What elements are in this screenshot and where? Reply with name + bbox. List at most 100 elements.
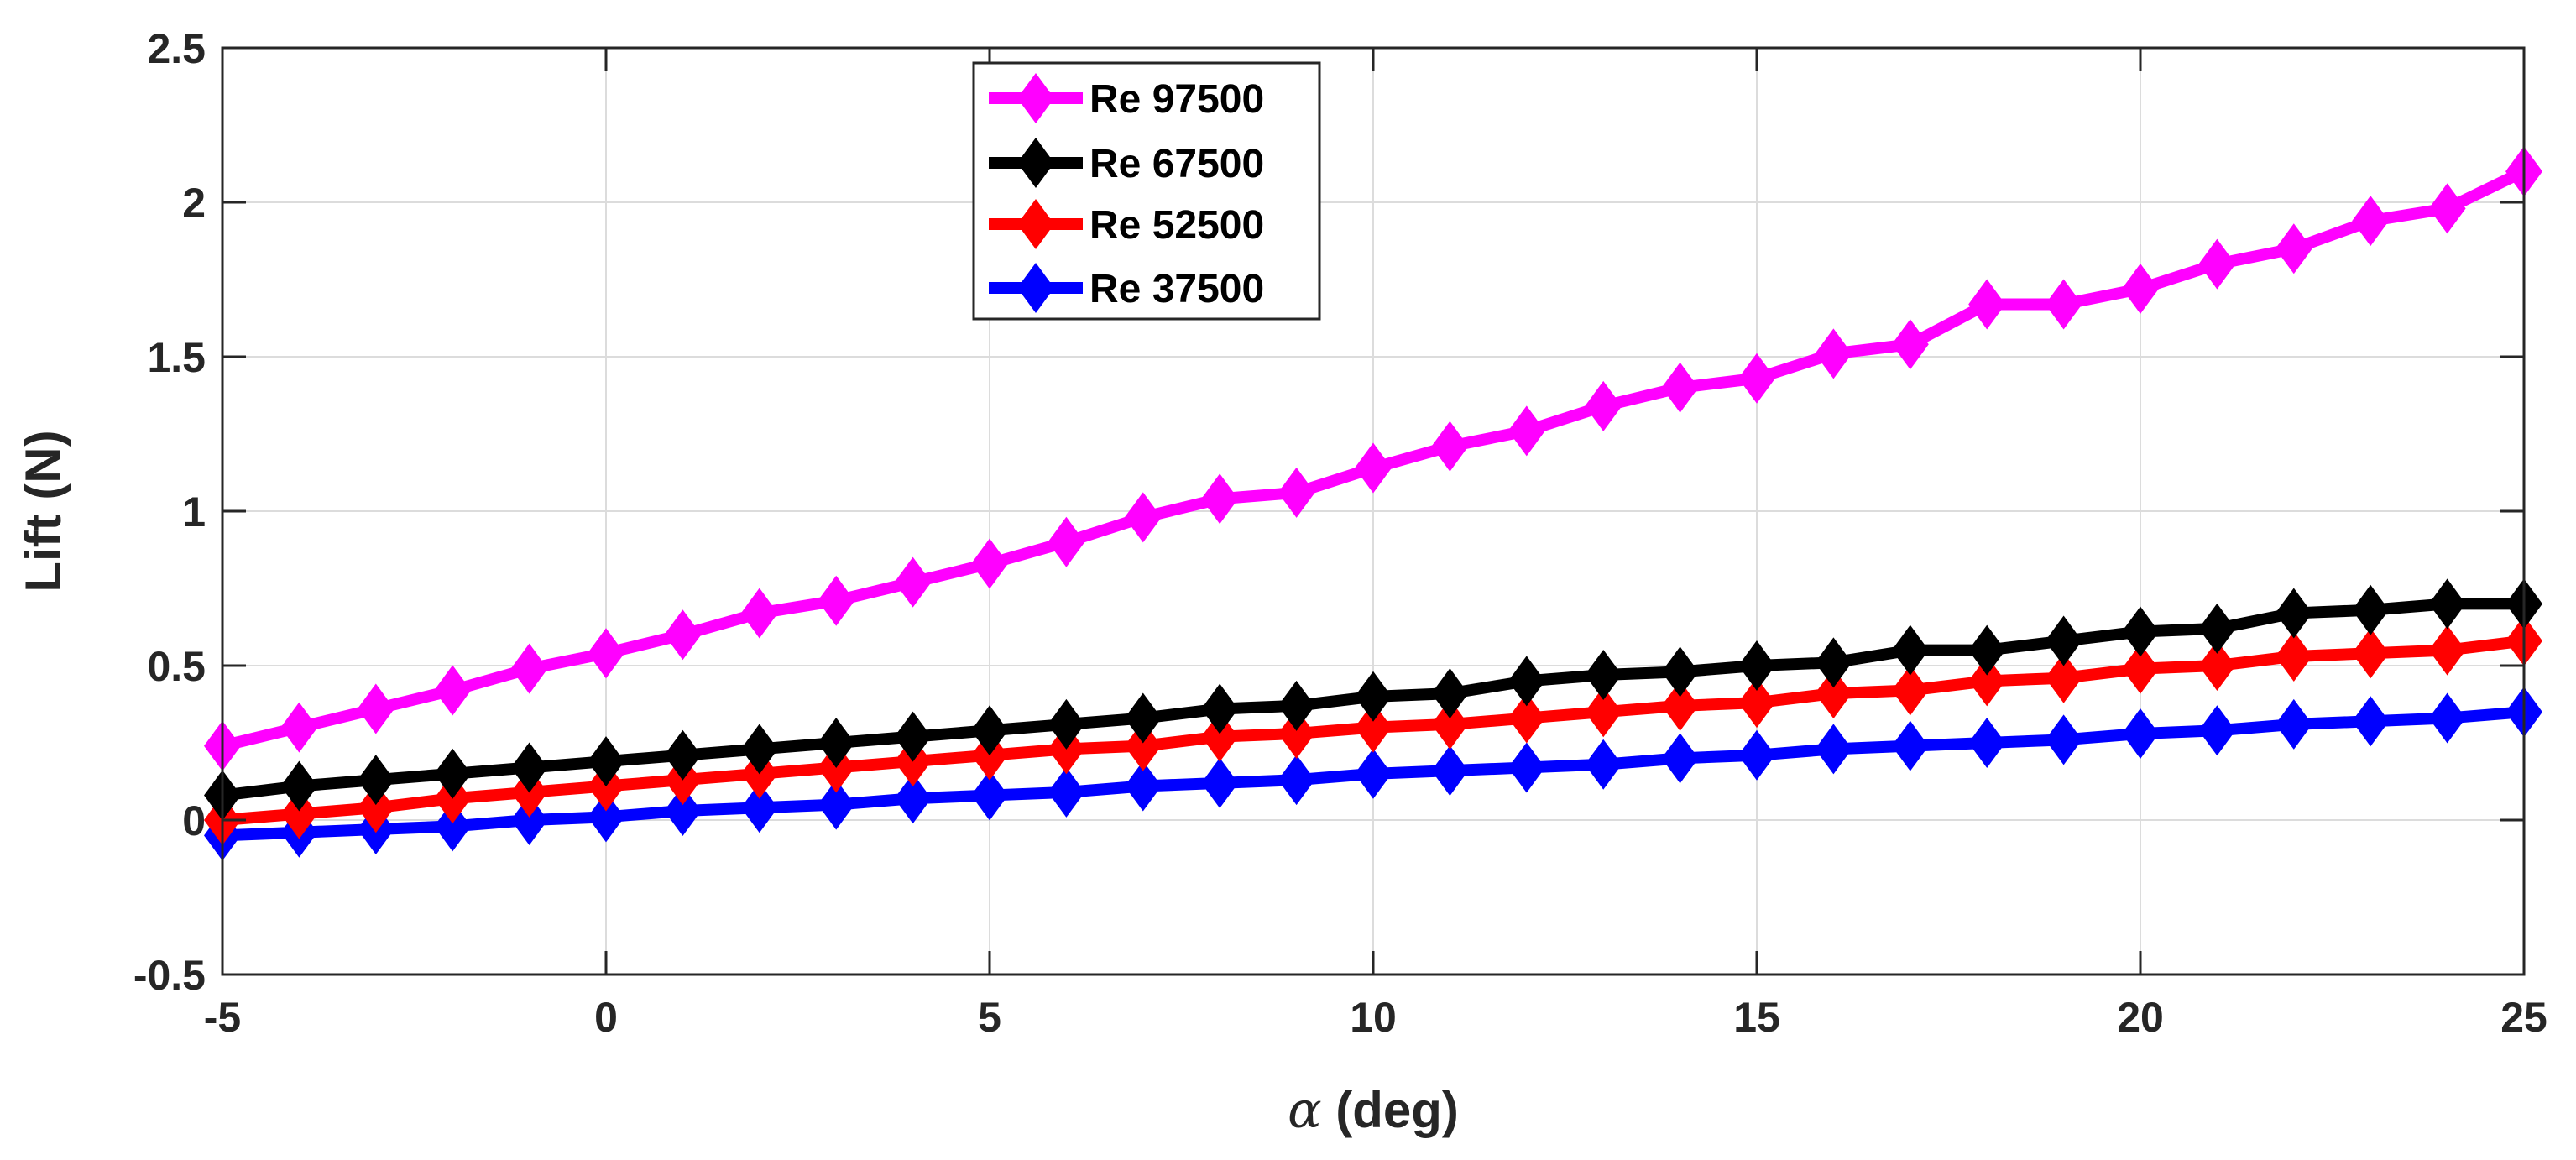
- data-point-re-67500: [818, 718, 855, 768]
- data-point-re-97500: [434, 665, 472, 716]
- data-point-re-37500: [664, 785, 702, 836]
- data-point-re-37500: [1738, 729, 1775, 781]
- data-point-re-97500: [1278, 467, 1315, 518]
- data-point-re-97500: [1891, 319, 1929, 370]
- data-point-re-52500: [280, 788, 318, 839]
- data-point-re-97500: [357, 683, 394, 734]
- data-point-re-37500: [1661, 733, 1699, 784]
- data-point-re-37500: [1968, 718, 2006, 768]
- data-point-re-67500: [1891, 624, 1929, 676]
- data-point-re-37500: [1431, 745, 1469, 797]
- x-axis-title-symbol: α: [1288, 1081, 1322, 1140]
- legend-marker-re-52500: [1017, 199, 1054, 249]
- data-point-re-97500: [1201, 473, 1239, 525]
- x-tick-label: 25: [2500, 994, 2547, 1041]
- y-tick-label: -0.5: [133, 952, 206, 999]
- data-point-re-52500: [2045, 652, 2082, 703]
- legend-marker-re-97500: [1017, 73, 1054, 123]
- x-tick-label: 15: [1733, 994, 1780, 1041]
- data-point-re-67500: [1355, 671, 1392, 722]
- data-point-re-37500: [971, 770, 1008, 821]
- data-point-re-67500: [2275, 588, 2312, 639]
- data-point-re-67500: [2352, 584, 2390, 635]
- data-point-re-52500: [1124, 720, 1162, 771]
- data-point-re-67500: [1815, 637, 1852, 688]
- data-point-re-67500: [357, 755, 394, 806]
- data-point-re-97500: [740, 588, 778, 639]
- data-point-re-67500: [510, 742, 548, 793]
- data-point-re-67500: [971, 705, 1008, 756]
- data-point-re-97500: [1124, 492, 1162, 543]
- x-axis-title: α (deg): [1288, 1081, 1459, 1140]
- data-point-re-37500: [2045, 714, 2082, 765]
- data-point-re-37500: [2122, 708, 2159, 759]
- data-point-re-97500: [1585, 380, 1622, 431]
- data-point-re-37500: [588, 792, 624, 843]
- data-point-re-37500: [1585, 739, 1622, 790]
- data-point-re-37500: [1124, 760, 1162, 812]
- data-point-re-97500: [2428, 183, 2466, 234]
- data-point-re-97500: [588, 628, 624, 679]
- data-point-re-37500: [2275, 698, 2312, 750]
- data-point-re-67500: [1048, 698, 1085, 750]
- data-point-re-52500: [1201, 711, 1239, 762]
- data-point-re-37500: [1815, 724, 1852, 775]
- data-point-re-97500: [2352, 196, 2390, 247]
- data-point-re-67500: [1661, 646, 1699, 698]
- data-point-re-97500: [1738, 353, 1775, 404]
- data-point-re-52500: [1431, 698, 1469, 750]
- data-point-re-52500: [2352, 628, 2390, 679]
- data-point-re-52500: [1585, 687, 1622, 738]
- data-point-re-67500: [1124, 692, 1162, 744]
- y-tick-label: 2.5: [147, 25, 206, 72]
- data-point-re-37500: [2198, 705, 2236, 756]
- data-point-re-52500: [1661, 680, 1699, 731]
- data-point-re-97500: [1968, 279, 2006, 330]
- x-axis-title-text: (deg): [1335, 1082, 1459, 1138]
- data-point-re-37500: [740, 782, 778, 833]
- data-point-re-37500: [510, 795, 548, 845]
- data-point-re-52500: [1738, 677, 1775, 729]
- data-point-re-52500: [2275, 630, 2312, 682]
- data-point-re-67500: [2122, 606, 2159, 657]
- data-point-re-97500: [2275, 223, 2312, 274]
- legend-label-re-67500: Re 67500: [1089, 142, 1264, 186]
- data-point-re-67500: [1738, 640, 1775, 691]
- data-point-re-67500: [588, 736, 624, 787]
- data-point-re-97500: [1431, 421, 1469, 472]
- data-point-re-97500: [280, 702, 318, 753]
- series-re-67500: [204, 578, 2542, 821]
- data-point-re-97500: [818, 575, 855, 626]
- data-point-re-52500: [357, 782, 394, 833]
- data-point-re-37500: [2428, 692, 2466, 744]
- data-point-re-97500: [2198, 238, 2236, 290]
- x-axis-ticks: -5 0 5 10 15 20 25: [204, 48, 2547, 1041]
- legend-label-re-37500: Re 37500: [1089, 267, 1264, 311]
- y-axis-title: Lift (N): [15, 430, 71, 592]
- data-point-re-97500: [1048, 516, 1085, 567]
- y-tick-label: 2: [182, 180, 206, 227]
- data-point-re-97500: [664, 609, 702, 661]
- data-point-re-52500: [1968, 656, 2006, 707]
- data-point-re-67500: [1431, 668, 1469, 719]
- data-point-re-52500: [1815, 668, 1852, 719]
- data-point-re-52500: [2122, 643, 2159, 694]
- data-point-re-97500: [1815, 328, 1852, 379]
- data-point-re-37500: [1048, 766, 1085, 818]
- data-point-re-67500: [1201, 683, 1239, 734]
- data-point-re-37500: [818, 779, 855, 830]
- data-point-re-97500: [894, 556, 932, 608]
- data-point-re-37500: [1201, 757, 1239, 808]
- data-point-re-67500: [740, 724, 778, 775]
- data-point-re-37500: [434, 801, 472, 852]
- data-point-re-67500: [664, 729, 702, 781]
- data-point-re-37500: [1507, 742, 1545, 793]
- data-point-re-52500: [1355, 702, 1392, 753]
- series-layer: [204, 146, 2542, 861]
- data-point-re-52500: [1278, 708, 1315, 759]
- data-point-re-97500: [1507, 405, 1545, 457]
- data-point-re-52500: [1507, 692, 1545, 744]
- data-point-re-67500: [894, 711, 932, 762]
- data-point-re-97500: [2122, 264, 2159, 315]
- series-re-97500: [204, 146, 2542, 771]
